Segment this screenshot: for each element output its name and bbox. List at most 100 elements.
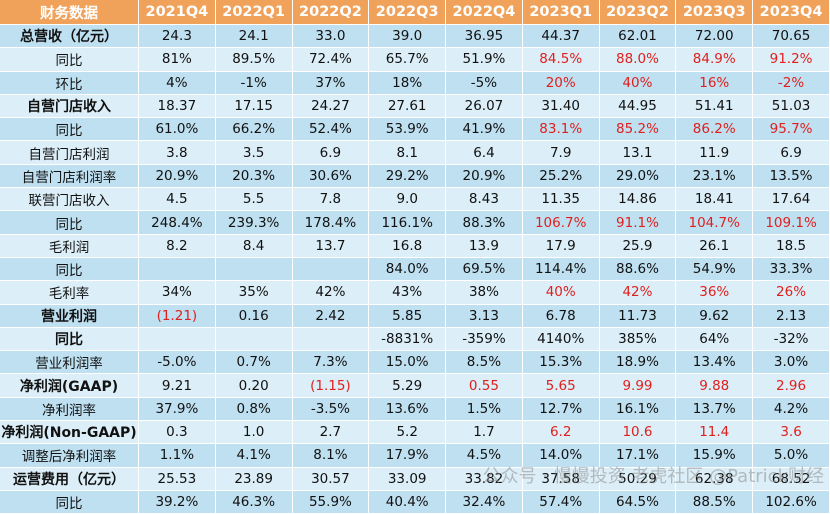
- value-cell: 20%: [522, 71, 599, 94]
- value-cell: 20.9%: [139, 164, 216, 187]
- value-cell: 50.29: [599, 467, 676, 490]
- value-cell: 65.7%: [369, 48, 446, 71]
- value-cell: -5%: [446, 71, 523, 94]
- value-cell: 13.9: [446, 234, 523, 257]
- value-cell: 3.5: [215, 141, 292, 164]
- value-cell: 72.00: [676, 25, 753, 48]
- value-cell: -359%: [446, 327, 523, 350]
- value-cell: 15.0%: [369, 351, 446, 374]
- value-cell: 69.5%: [446, 257, 523, 280]
- value-cell: 248.4%: [139, 211, 216, 234]
- value-cell: 178.4%: [292, 211, 369, 234]
- value-cell: 42%: [599, 281, 676, 304]
- value-cell: 20.3%: [215, 164, 292, 187]
- column-header-2022q3: 2022Q3: [369, 0, 446, 25]
- value-cell: 86.2%: [676, 118, 753, 141]
- value-cell: 39.2%: [139, 490, 216, 513]
- value-cell: 11.4: [676, 421, 753, 444]
- value-cell: 35%: [215, 281, 292, 304]
- value-cell: 84.5%: [522, 48, 599, 71]
- value-cell: 8.4: [215, 234, 292, 257]
- value-cell: 4.5: [139, 188, 216, 211]
- value-cell: 32.4%: [446, 490, 523, 513]
- value-cell: 88.3%: [446, 211, 523, 234]
- column-header-2023q2: 2023Q2: [599, 0, 676, 25]
- value-cell: 106.7%: [522, 211, 599, 234]
- value-cell: 31.40: [522, 94, 599, 117]
- value-cell: 3.13: [446, 304, 523, 327]
- row-label: 同比: [0, 118, 139, 141]
- value-cell: -5.0%: [139, 351, 216, 374]
- value-cell: 41.9%: [446, 118, 523, 141]
- value-cell: 14.0%: [522, 444, 599, 467]
- value-cell: 44.95: [599, 94, 676, 117]
- value-cell: 23.89: [215, 467, 292, 490]
- row-label: 营业利润: [0, 304, 139, 327]
- value-cell: 5.0%: [753, 444, 830, 467]
- value-cell: 6.78: [522, 304, 599, 327]
- value-cell: 24.1: [215, 25, 292, 48]
- value-cell: 239.3%: [215, 211, 292, 234]
- value-cell: 9.0: [369, 188, 446, 211]
- value-cell: 18.41: [676, 188, 753, 211]
- value-cell: 1.5%: [446, 397, 523, 420]
- value-cell: 13.6%: [369, 397, 446, 420]
- column-header-2022q4: 2022Q4: [446, 0, 523, 25]
- value-cell: [139, 327, 216, 350]
- value-cell: 0.20: [215, 374, 292, 397]
- row-label: 总营收（亿元）: [0, 25, 139, 48]
- value-cell: 4%: [139, 71, 216, 94]
- column-header-2023q3: 2023Q3: [676, 0, 753, 25]
- value-cell: 3.8: [139, 141, 216, 164]
- value-cell: 0.16: [215, 304, 292, 327]
- value-cell: 16%: [676, 71, 753, 94]
- value-cell: 17.64: [753, 188, 830, 211]
- row-label: 自营门店收入: [0, 94, 139, 117]
- value-cell: 8.43: [446, 188, 523, 211]
- row-label: 调整后净利润率: [0, 444, 139, 467]
- row-label: 同比: [0, 257, 139, 280]
- value-cell: 26.07: [446, 94, 523, 117]
- row-label: 同比: [0, 211, 139, 234]
- value-cell: 12.7%: [522, 397, 599, 420]
- value-cell: 40%: [522, 281, 599, 304]
- row-label: 自营门店利润: [0, 141, 139, 164]
- row-label: 毛利率: [0, 281, 139, 304]
- value-cell: 6.4: [446, 141, 523, 164]
- value-cell: 88.6%: [599, 257, 676, 280]
- row-label: 同比: [0, 490, 139, 513]
- row-label: 同比: [0, 48, 139, 71]
- value-cell: 29.0%: [599, 164, 676, 187]
- value-cell: 81%: [139, 48, 216, 71]
- value-cell: -2%: [753, 71, 830, 94]
- value-cell: 5.65: [522, 374, 599, 397]
- value-cell: 9.62: [676, 304, 753, 327]
- column-header-2022q2: 2022Q2: [292, 0, 369, 25]
- value-cell: 37%: [292, 71, 369, 94]
- row-label: 联营门店收入: [0, 188, 139, 211]
- value-cell: 88.5%: [676, 490, 753, 513]
- value-cell: 38%: [446, 281, 523, 304]
- value-cell: 95.7%: [753, 118, 830, 141]
- value-cell: 13.4%: [676, 351, 753, 374]
- row-label: 净利润(GAAP): [0, 374, 139, 397]
- value-cell: 0.8%: [215, 397, 292, 420]
- value-cell: 17.9%: [369, 444, 446, 467]
- value-cell: 9.88: [676, 374, 753, 397]
- value-cell: 1.0: [215, 421, 292, 444]
- value-cell: 62.01: [599, 25, 676, 48]
- value-cell: 40.4%: [369, 490, 446, 513]
- value-cell: 6.9: [292, 141, 369, 164]
- table-row: 营业利润率-5.0%0.7%7.3%15.0%8.5%15.3%18.9%13.…: [0, 351, 830, 374]
